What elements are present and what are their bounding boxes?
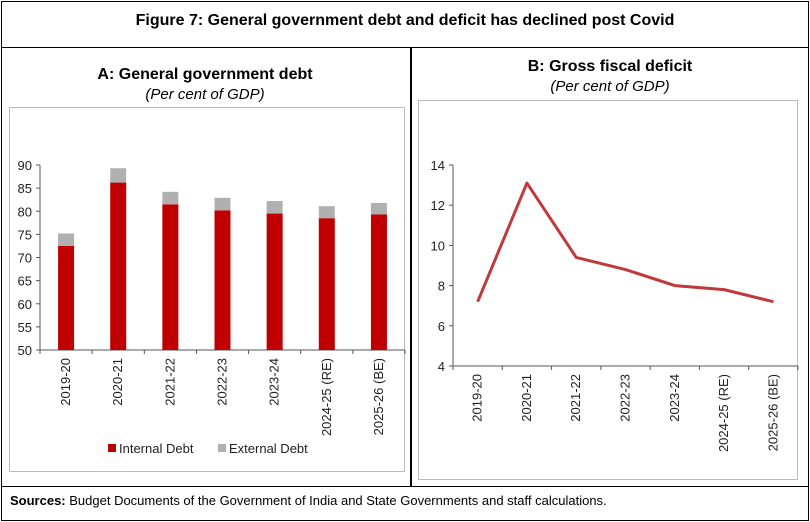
legend-swatch — [218, 444, 226, 452]
y-tick-label: 4 — [438, 359, 445, 374]
bar-external-debt — [318, 206, 335, 219]
bar-external-debt — [110, 168, 127, 183]
bar-external-debt — [370, 202, 387, 215]
panel-a-title: A: General government debt — [97, 66, 313, 83]
panels-border — [1, 47, 809, 487]
y-tick-label: 50 — [18, 343, 32, 358]
y-tick-label: 75 — [18, 227, 32, 242]
bar-internal-debt — [162, 204, 179, 350]
bar-internal-debt — [266, 213, 283, 350]
x-tick-label: 2020-21 — [519, 374, 534, 422]
bar-external-debt — [58, 233, 75, 246]
sources-label: Sources: — [10, 493, 66, 508]
x-tick-label: 2023-24 — [267, 358, 282, 406]
x-tick-label: 2021-22 — [568, 374, 583, 422]
x-tick-label: 2022-23 — [618, 374, 633, 422]
bar-internal-debt — [318, 218, 335, 350]
legend-label: External Debt — [229, 441, 308, 456]
y-tick-label: 80 — [18, 204, 32, 219]
y-tick-label: 55 — [18, 320, 32, 335]
bar-external-debt — [266, 201, 283, 214]
debt-chart: 50 55 60 65 70 75 80 85 90 2019-20 2020-21 2021-22 2… — [18, 158, 406, 456]
y-tick-label: 10 — [431, 238, 445, 253]
legend-label: Internal Debt — [119, 441, 194, 456]
x-tick-label: 2025-26 (BE) — [371, 358, 386, 435]
deficit-line — [476, 181, 774, 304]
bar-external-debt — [214, 197, 231, 211]
sources-note: Sources: Budget Documents of the Governm… — [10, 493, 607, 508]
y-tick-label: 70 — [18, 251, 32, 266]
deficit-chart: 4 6 8 10 12 14 2019-20 2020-21 2021-22 2022-23 202… — [431, 158, 799, 452]
y-tick-label: 90 — [18, 158, 32, 173]
x-tick-label: 2025-26 (BE) — [765, 374, 780, 451]
figure-title: Figure 7: General government debt and de… — [135, 12, 675, 29]
panel-b-title: B: Gross fiscal deficit — [527, 58, 693, 75]
y-tick-label: 12 — [431, 198, 445, 213]
panel-b-subtitle: (Per cent of GDP) — [550, 78, 670, 95]
x-tick-label: 2024-25 (RE) — [319, 358, 334, 436]
y-tick-label: 8 — [438, 279, 445, 294]
legend-swatch — [108, 444, 116, 452]
bar-internal-debt — [370, 214, 387, 350]
y-tick-label: 6 — [438, 319, 445, 334]
x-tick-label: 2019-20 — [58, 358, 73, 406]
x-tick-label: 2024-25 (RE) — [716, 374, 731, 452]
panel-divider — [410, 47, 412, 487]
y-tick-label: 65 — [18, 274, 32, 289]
x-tick-label: 2023-24 — [667, 374, 682, 422]
y-tick-label: 14 — [431, 158, 445, 173]
x-tick-label: 2019-20 — [470, 374, 485, 422]
x-tick-label: 2022-23 — [215, 358, 230, 406]
panel-a-subtitle: (Per cent of GDP) — [145, 86, 265, 103]
y-tick-label: 60 — [18, 297, 32, 312]
y-tick-label: 85 — [18, 181, 32, 196]
bar-external-debt — [162, 191, 179, 205]
x-tick-label: 2020-21 — [110, 358, 125, 406]
bar-internal-debt — [214, 210, 231, 350]
sources-text: Budget Documents of the Government of In… — [65, 493, 607, 508]
panel-a-plot-frame — [9, 107, 405, 472]
panel-b-plot-frame — [418, 100, 798, 480]
bar-internal-debt — [110, 182, 127, 350]
bar-internal-debt — [58, 245, 75, 350]
x-tick-label: 2021-22 — [162, 358, 177, 406]
